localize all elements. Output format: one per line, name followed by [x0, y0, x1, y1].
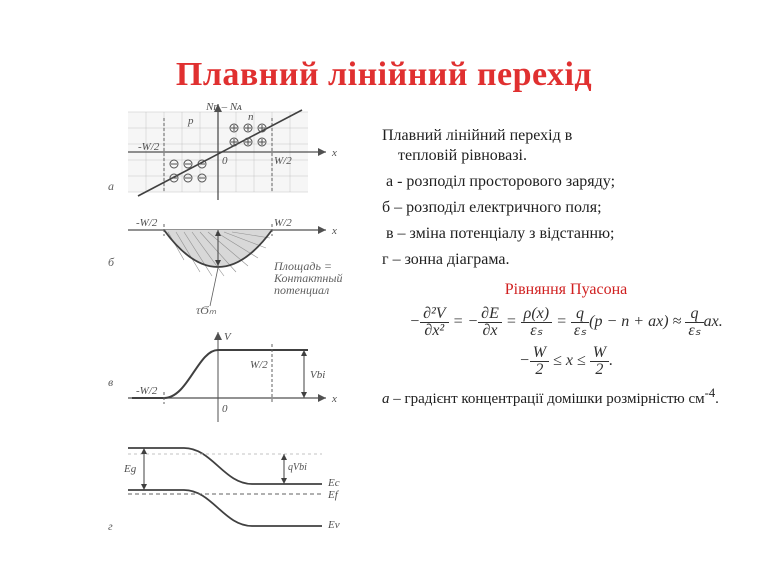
diagram-a-posw2: W/2: [274, 155, 292, 167]
diagram-a-x: x: [331, 147, 337, 159]
poisson-equation: −∂²V∂x² = −∂E∂x = ρ(x)εₛ = qεₛ(p − n + a…: [382, 306, 750, 339]
gradient-note: a – градієнт концентрації домішки розмір…: [382, 386, 750, 409]
diagram-b: -W/2 W/2 x Площадь = Контактный потенциа…: [88, 210, 366, 326]
text-column: Плавний лінійний перехід в тепловій рівн…: [382, 126, 750, 415]
diagram-c-ylabel: V: [224, 331, 232, 343]
list-a: а - розподіл просторового заряду;: [382, 172, 750, 192]
diagram-c-posw2: W/2: [250, 359, 268, 371]
diagram-a-zero: 0: [222, 155, 228, 167]
diagram-b-posw2: W/2: [274, 217, 292, 229]
diagram-d-qvbi: qVbi: [288, 462, 307, 473]
diagram-b-side: б: [108, 255, 115, 269]
diagram-d-side: г: [108, 519, 113, 533]
diagram-a-p: p: [187, 115, 194, 127]
diagram-d-ec: Ec: [327, 477, 340, 489]
diagram-c-zero: 0: [222, 403, 228, 415]
diagram-a-n: n: [248, 111, 254, 123]
diagram-a-negw2: -W/2: [138, 141, 160, 153]
list-g: г – зонна діаграма.: [382, 250, 750, 270]
diagram-a-ylabel: Nᴅ – Nᴀ: [205, 101, 242, 113]
diagram-c-vbi: Vbi: [310, 369, 325, 381]
diagram-c-negw2: -W/2: [136, 385, 158, 397]
intro-text: Плавний лінійний перехід в тепловій рівн…: [382, 126, 750, 166]
range-equation: −W2 ≤ x ≤ W2.: [382, 345, 750, 378]
diagram-stack: Nᴅ – Nᴀ p n -W/2 W/2 0 x a: [88, 100, 366, 546]
diagram-d-ev: Ev: [327, 519, 340, 531]
diagram-d-ef: Ef: [327, 489, 340, 501]
diagram-d: Eg qVbi Ec Ef Ev г: [88, 430, 366, 546]
diagram-b-tau: τϬₘ: [196, 303, 217, 317]
diagram-a: Nᴅ – Nᴀ p n -W/2 W/2 0 x a: [88, 100, 366, 210]
poisson-heading: Рівняння Пуасона: [382, 280, 750, 300]
diagram-c-x: x: [331, 393, 337, 405]
list-v: в – зміна потенціалу з відстанню;: [382, 224, 750, 244]
diagram-b-x: x: [331, 225, 337, 237]
diagram-a-side: a: [108, 179, 114, 193]
list-b: б – розподіл електричного поля;: [382, 198, 750, 218]
diagram-c: Vbi -W/2 W/2 0 x V в: [88, 326, 366, 430]
diagram-d-eg: Eg: [123, 463, 137, 475]
diagram-c-side: в: [108, 375, 113, 389]
diagram-b-area3: потенциал: [274, 283, 329, 297]
diagram-b-negw2: -W/2: [136, 217, 158, 229]
page-title: Плавний лінійний перехід: [0, 56, 768, 94]
